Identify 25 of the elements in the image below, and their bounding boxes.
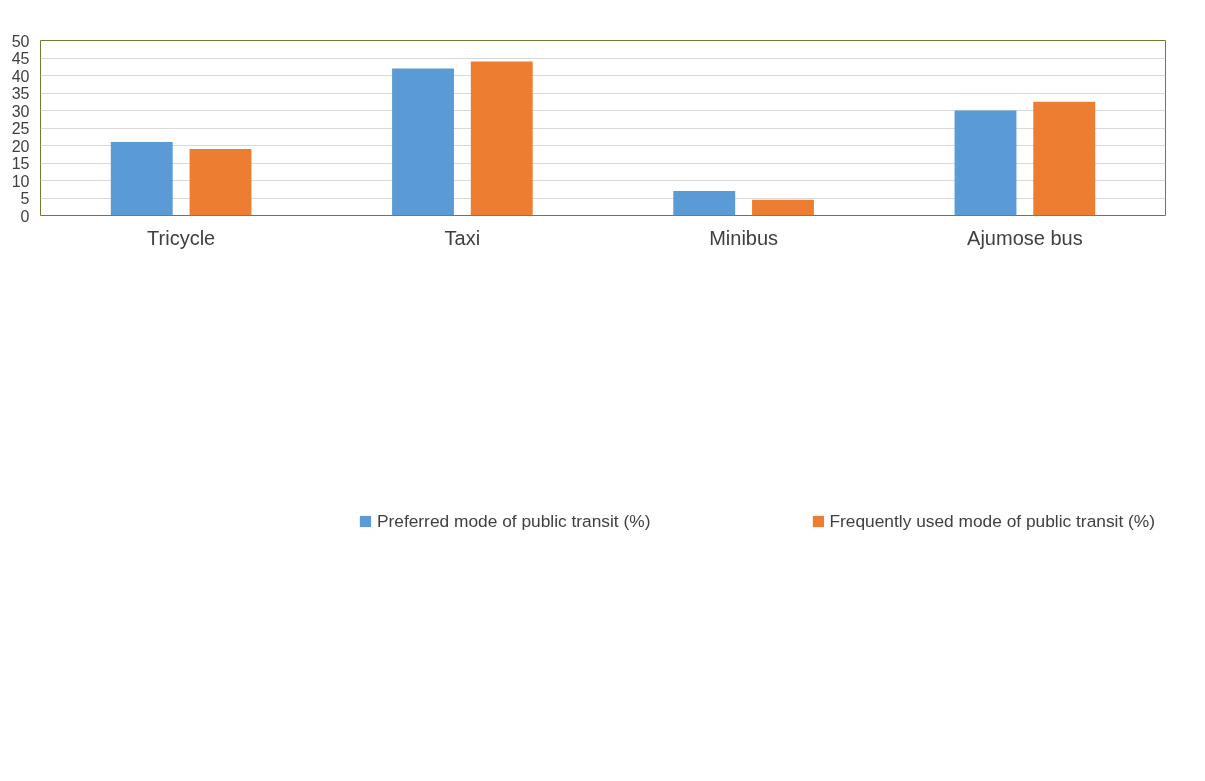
y-tick-label: 30: [11, 102, 30, 120]
x-tick-label: Minibus: [709, 226, 779, 249]
bar: [1033, 101, 1096, 216]
bar: [954, 110, 1017, 216]
y-tick-label: 45: [11, 50, 30, 67]
legend-label: Frequently used mode of public transit (%): [829, 510, 1155, 532]
bar: [752, 199, 814, 216]
bar: [673, 191, 736, 216]
bar: [470, 61, 533, 216]
y-tick-label: 20: [11, 137, 30, 155]
y-tick-label: 5: [20, 190, 30, 207]
y-tick-label: 35: [11, 85, 30, 102]
bar: [110, 142, 173, 216]
bar: [189, 149, 252, 216]
y-tick-label: 50: [11, 32, 30, 50]
x-tick-label: Tricycle: [147, 226, 216, 249]
y-tick-label: 15: [11, 155, 30, 172]
bar: [392, 68, 454, 216]
x-tick-label: Taxi: [444, 226, 481, 249]
x-tick-label: Ajumose bus: [967, 226, 1083, 249]
y-tick-label: 25: [11, 120, 30, 137]
y-tick-label: 0: [20, 207, 30, 225]
y-tick-label: 40: [11, 67, 30, 85]
y-tick-label: 10: [11, 172, 30, 190]
legend-label: Preferred mode of public transit (%): [376, 510, 651, 532]
